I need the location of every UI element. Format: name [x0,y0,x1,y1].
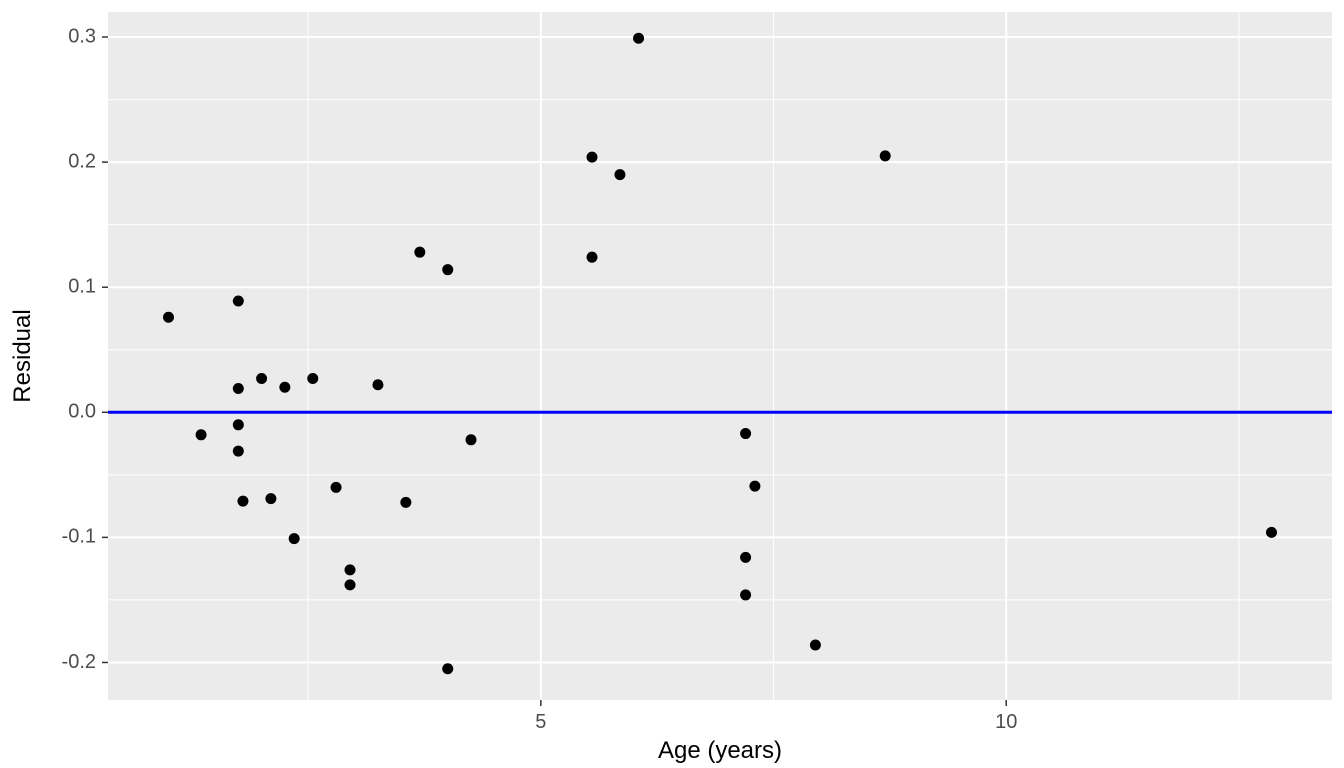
y-tick-label: 0.2 [68,150,96,172]
data-point [1266,527,1277,538]
data-point [587,152,598,163]
data-point [265,493,276,504]
data-point [633,33,644,44]
y-tick-label: -0.1 [62,526,96,548]
y-tick-label: 0.1 [68,275,96,297]
data-point [233,446,244,457]
data-point [810,639,821,650]
y-tick-label: 0.3 [68,25,96,47]
data-point [740,552,751,563]
x-tick-label: 10 [995,711,1017,733]
data-point [289,533,300,544]
data-point [442,663,453,674]
data-point [233,295,244,306]
data-point [749,481,760,492]
data-point [740,428,751,439]
x-tick-label: 5 [535,711,546,733]
data-point [345,579,356,590]
data-point [400,497,411,508]
data-point [233,383,244,394]
data-point [466,434,477,445]
data-point [880,150,891,161]
data-point [331,482,342,493]
data-point [233,419,244,430]
data-point [587,252,598,263]
data-point [414,247,425,258]
residual-scatter-chart: 5 10 -0.2 -0.1 0.0 0.1 0.2 0.3 Age (years) Residu… [0,0,1344,768]
x-axis-title: Age (years) [658,737,782,764]
data-point [237,496,248,507]
data-point [256,373,267,384]
y-tick-label: 0.0 [68,401,96,423]
data-point [307,373,318,384]
y-axis-title: Residual [9,309,36,402]
data-point [614,169,625,180]
data-point [345,564,356,575]
data-point [372,379,383,390]
data-point [163,312,174,323]
data-point [279,382,290,393]
y-tick-label: -0.2 [62,651,96,673]
data-point [442,264,453,275]
data-point [740,589,751,600]
plot-panel [108,12,1332,700]
data-point [196,429,207,440]
chart-svg: 5 10 -0.2 -0.1 0.0 0.1 0.2 0.3 Age (years) Residu… [0,0,1344,768]
